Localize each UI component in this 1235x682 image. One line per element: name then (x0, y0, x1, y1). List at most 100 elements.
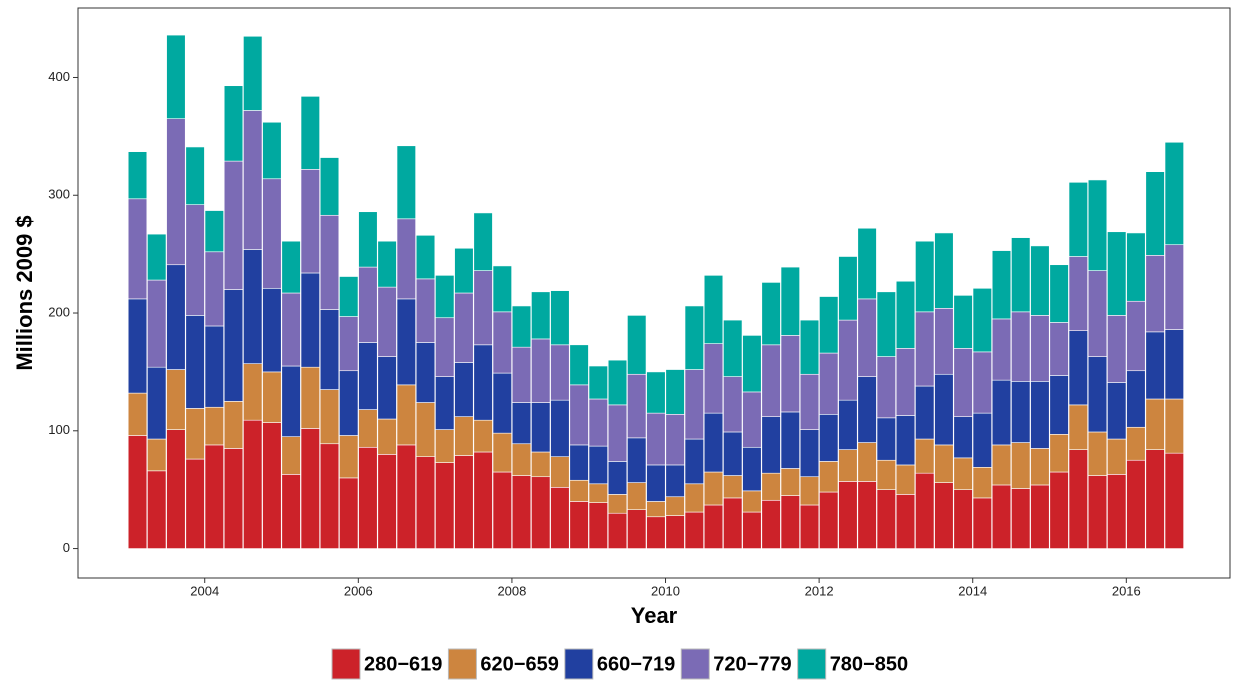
bar-segment (1011, 237, 1031, 313)
bar-segment (972, 287, 992, 353)
bar-segment (1126, 426, 1146, 461)
bar-segment (1049, 264, 1069, 323)
bar-segment (243, 249, 263, 364)
bar-segment (319, 389, 340, 445)
bar-segment (1107, 474, 1127, 549)
bar-segment (819, 461, 839, 493)
bar-segment (799, 504, 820, 549)
bar-segment (1107, 382, 1127, 440)
bar-segment (799, 319, 820, 375)
bar-segment (454, 247, 474, 294)
bar-segment (895, 494, 916, 549)
bar-segment (915, 311, 935, 387)
bar-segment (684, 483, 704, 513)
bar-segment (127, 198, 148, 300)
legend-label: 780−850 (830, 653, 908, 675)
bar-segment (569, 444, 589, 481)
bar-segment (473, 270, 493, 346)
bar-segment (1164, 244, 1184, 330)
bar-segment (147, 233, 167, 281)
bar-segment (761, 416, 781, 474)
bar-segment (780, 411, 800, 469)
bar-segment (300, 169, 320, 274)
bar-segment (819, 491, 839, 549)
bar-segment (934, 232, 954, 309)
bar-segment (166, 118, 186, 266)
bar-segment (435, 275, 455, 319)
x-tick-label: 2016 (1112, 583, 1141, 598)
bar-segment (127, 298, 148, 394)
bar-segment (1011, 381, 1031, 443)
bar-segment (1145, 398, 1165, 450)
bar-segment (819, 352, 839, 415)
bar-segment (953, 416, 973, 459)
bar-segment (396, 298, 416, 386)
bar-segment (1030, 315, 1050, 382)
bar-segment (1049, 434, 1069, 473)
x-tick-label: 2006 (344, 583, 373, 598)
bar-segment (838, 481, 858, 549)
bar-segment (550, 344, 570, 401)
bar-segment (1030, 245, 1050, 316)
bar-segment (876, 356, 896, 419)
bar-segment (1126, 232, 1146, 302)
bar-segment (703, 343, 724, 414)
bar-segment (915, 240, 935, 313)
bar-segment (1087, 356, 1108, 433)
bar-segment (1030, 484, 1050, 549)
bar-segment (819, 414, 839, 462)
bar-segment (1068, 449, 1088, 549)
bar-segment (377, 418, 397, 455)
bar-segment (262, 178, 282, 289)
bar-segment (531, 402, 551, 453)
bar-segment (569, 479, 589, 502)
bar-segment (127, 392, 148, 436)
bar-segment (1164, 329, 1184, 400)
bar-segment (838, 319, 858, 401)
bar-segment (204, 210, 224, 253)
bar-segment (876, 417, 896, 461)
bar-segment (665, 496, 685, 516)
bar-segment (300, 428, 320, 549)
bar-segment (454, 455, 474, 549)
bar-segment (1107, 315, 1127, 383)
bar-segment (1011, 311, 1031, 382)
bar-segment (223, 401, 244, 449)
bar-segment (319, 443, 340, 549)
bar-segment (473, 212, 493, 271)
bar-segment (377, 454, 397, 549)
bar-segment (742, 446, 762, 492)
bar-segment (780, 335, 800, 413)
bar-segment (1087, 270, 1108, 357)
bar-segment (166, 34, 186, 120)
bar-segment (1107, 231, 1127, 316)
bar-segment (281, 240, 301, 294)
bar-segment (185, 315, 205, 409)
bar-segment (934, 444, 954, 483)
bar-segment (876, 489, 896, 549)
bar-segment (646, 464, 666, 502)
bar-segment (204, 406, 224, 446)
bar-segment (358, 211, 378, 268)
bar-segment (819, 296, 839, 354)
bar-segment (319, 157, 340, 216)
x-tick-label: 2012 (805, 583, 834, 598)
bar-segment (243, 363, 263, 421)
legend-label: 280−619 (364, 653, 442, 675)
bar-segment (1107, 438, 1127, 475)
bar-segment (415, 456, 436, 549)
bar-segment (953, 457, 973, 490)
y-tick-label: 100 (48, 422, 70, 437)
bar-segment (396, 218, 416, 300)
bar-segment (742, 490, 762, 513)
bar-segment (857, 442, 877, 482)
bar-segment (223, 85, 244, 162)
bar-segment (435, 376, 455, 430)
x-tick-label: 2014 (958, 583, 987, 598)
bar-segment (627, 315, 647, 375)
bar-segment (723, 376, 743, 433)
bar-segment (127, 435, 148, 549)
bar-segment (377, 286, 397, 357)
legend-label: 620−659 (480, 653, 558, 675)
